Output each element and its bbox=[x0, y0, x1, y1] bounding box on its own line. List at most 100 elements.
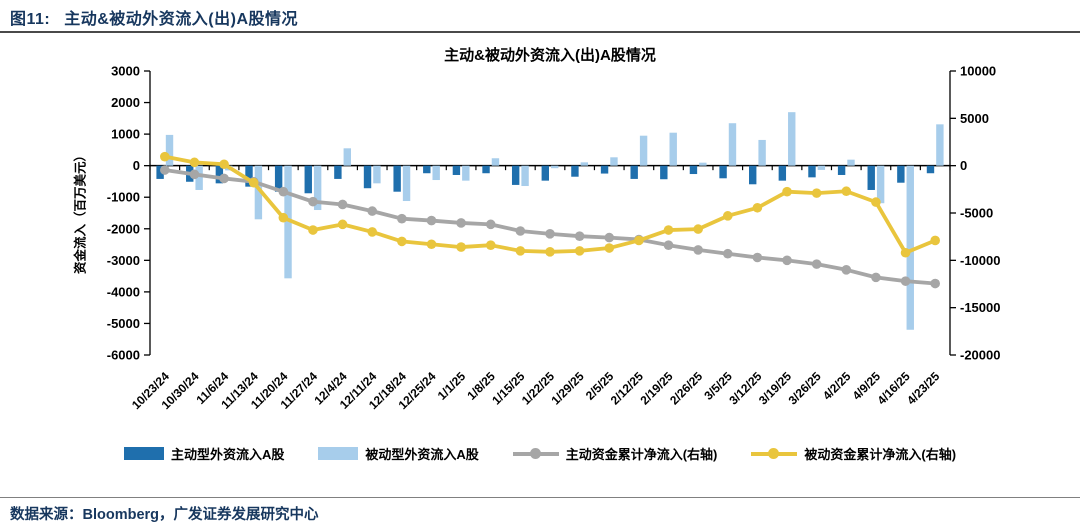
svg-text:2000: 2000 bbox=[111, 95, 140, 110]
line-marker bbox=[930, 235, 940, 246]
line-marker bbox=[871, 197, 881, 207]
svg-text:4/23/25: 4/23/25 bbox=[904, 369, 942, 407]
bar bbox=[245, 165, 253, 187]
bar bbox=[165, 134, 174, 166]
bar bbox=[462, 165, 470, 181]
bar bbox=[402, 165, 411, 202]
svg-text:-15000: -15000 bbox=[960, 300, 1000, 315]
line-marker bbox=[308, 225, 318, 235]
line-marker bbox=[574, 246, 585, 256]
line-marker bbox=[485, 219, 496, 230]
bars-passive bbox=[165, 112, 944, 330]
line-marker bbox=[900, 276, 911, 286]
line-marker bbox=[722, 211, 733, 221]
legend-item-active-line: 主动资金累计净流入(右轴) bbox=[512, 444, 718, 463]
svg-text:-1000: -1000 bbox=[107, 190, 140, 205]
bar bbox=[699, 162, 707, 166]
line-marker bbox=[574, 231, 585, 241]
line-marker bbox=[752, 252, 763, 263]
line-marker bbox=[397, 213, 407, 224]
svg-text:1/29/25: 1/29/25 bbox=[549, 369, 587, 407]
line-marker bbox=[604, 232, 615, 243]
bar bbox=[304, 165, 312, 194]
line-marker bbox=[782, 186, 792, 197]
line-marker bbox=[515, 246, 526, 256]
line-marker bbox=[663, 225, 674, 235]
line-marker bbox=[426, 215, 437, 226]
svg-text:-2000: -2000 bbox=[107, 221, 140, 236]
bar bbox=[600, 165, 609, 174]
bar bbox=[254, 165, 263, 220]
legend-label: 主动资金累计净流入(右轴) bbox=[565, 447, 718, 462]
bar bbox=[521, 165, 529, 187]
bar bbox=[906, 165, 914, 330]
bar bbox=[847, 159, 855, 166]
bar bbox=[758, 139, 766, 166]
legend-swatch-passive-bar bbox=[318, 447, 359, 460]
header-divider bbox=[0, 31, 1080, 33]
legend-swatch-passive-line bbox=[751, 447, 798, 460]
bar bbox=[669, 132, 677, 166]
bar bbox=[610, 157, 618, 166]
figure-title: 主动&被动外资流入(出)A股情况 bbox=[64, 11, 299, 28]
svg-text:3000: 3000 bbox=[111, 64, 140, 79]
svg-text:-5000: -5000 bbox=[107, 316, 140, 331]
line-marker bbox=[693, 245, 703, 255]
bar bbox=[551, 165, 559, 169]
legend-swatch-active-bar bbox=[123, 447, 164, 460]
legend-label: 主动型外资流入A股 bbox=[170, 447, 285, 462]
bar bbox=[511, 165, 520, 185]
line-passive-cumulative bbox=[160, 151, 940, 258]
bar bbox=[719, 165, 727, 179]
bar bbox=[580, 162, 589, 166]
svg-text:3/26/25: 3/26/25 bbox=[786, 369, 824, 407]
bar bbox=[778, 165, 787, 181]
line-marker bbox=[485, 240, 496, 250]
legend-swatch-active-line bbox=[512, 447, 559, 460]
bar bbox=[274, 165, 283, 192]
svg-text:4/2/25: 4/2/25 bbox=[820, 369, 854, 403]
data-source-note: 数据来源：Bloomberg，广发证券发展研究中心 bbox=[10, 507, 319, 523]
svg-text:0: 0 bbox=[133, 158, 140, 173]
line-marker bbox=[337, 219, 348, 230]
line-marker bbox=[604, 243, 615, 253]
line-marker bbox=[456, 242, 466, 252]
bar bbox=[482, 165, 490, 174]
bar bbox=[393, 165, 401, 192]
line-marker bbox=[189, 157, 200, 168]
chart-legend: 主动型外资流入A股 被动型外资流入A股 主动资金累计净流入(右轴) 被动资金累计… bbox=[0, 444, 1080, 463]
line-marker bbox=[278, 186, 289, 197]
line-marker bbox=[930, 278, 940, 289]
svg-text:10000: 10000 bbox=[960, 64, 996, 79]
line-marker bbox=[515, 226, 526, 236]
bar bbox=[491, 158, 500, 166]
line-marker bbox=[308, 196, 318, 207]
line-marker bbox=[426, 239, 437, 250]
x-axis-labels: 10/23/2410/30/2411/6/2411/13/2411/20/241… bbox=[129, 369, 943, 412]
bar bbox=[689, 165, 698, 175]
line-marker bbox=[693, 224, 703, 234]
bars-active bbox=[156, 165, 935, 194]
bar bbox=[373, 165, 381, 184]
legend-label: 被动型外资流入A股 bbox=[365, 447, 479, 462]
svg-text:-20000: -20000 bbox=[960, 348, 1000, 363]
svg-text:-5000: -5000 bbox=[960, 206, 993, 221]
bar bbox=[936, 124, 944, 166]
bar bbox=[728, 123, 737, 166]
chart-canvas: 3000 2000 1000 0 -1000 -2000 -3000 -4000 -5000 -6… bbox=[0, 40, 1080, 440]
line-marker bbox=[871, 272, 881, 283]
bar bbox=[808, 165, 816, 178]
line-marker bbox=[397, 236, 407, 247]
bar bbox=[284, 165, 292, 279]
line-marker bbox=[248, 177, 259, 188]
bar bbox=[788, 112, 796, 166]
line-marker bbox=[811, 188, 822, 198]
svg-text:2/26/25: 2/26/25 bbox=[667, 369, 705, 407]
line-marker bbox=[337, 199, 348, 210]
bar bbox=[343, 148, 351, 166]
svg-text:0: 0 bbox=[960, 158, 967, 173]
bar bbox=[156, 165, 164, 179]
right-axis: 10000 5000 0 -5000 -10000 -15000 -20000 bbox=[949, 64, 1000, 363]
bar bbox=[749, 165, 757, 185]
